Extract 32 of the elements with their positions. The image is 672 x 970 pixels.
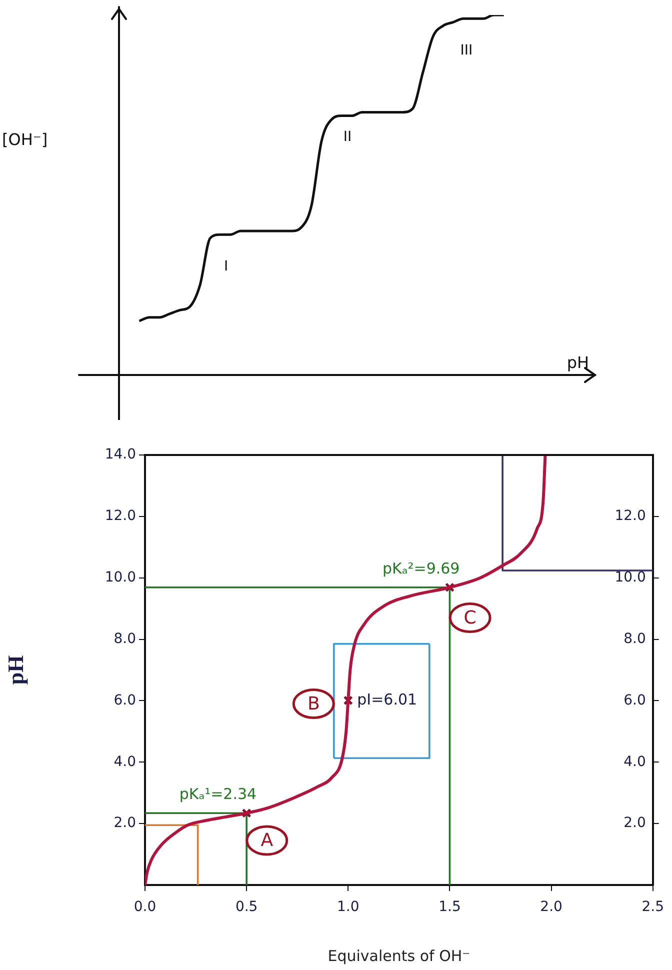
y-tick-label: 2.0 bbox=[114, 815, 136, 832]
annotation: II bbox=[343, 129, 352, 146]
x-axis-title: pH bbox=[566, 353, 589, 372]
y-tick-label: 6.0 bbox=[114, 692, 136, 708]
annotation: pKₐ²=9.69 bbox=[382, 559, 460, 578]
y2-tick-label: 8.0 bbox=[624, 630, 646, 647]
x-tick-label: 0.5 bbox=[235, 899, 258, 916]
y2-tick-label: 10.0 bbox=[614, 570, 646, 586]
y-axis-title: [OH⁻] bbox=[2, 130, 48, 150]
y-tick-label: 8.0 bbox=[114, 630, 136, 647]
annotation: A bbox=[260, 830, 274, 852]
annotation: pKₐ¹=2.34 bbox=[179, 785, 257, 804]
y-axis-title: pH bbox=[2, 655, 28, 685]
annotation: B bbox=[307, 693, 320, 714]
y2-tick-label: 12.0 bbox=[614, 508, 646, 524]
x-tick-label: 1.0 bbox=[337, 899, 360, 916]
x-axis-title: Equivalents of OH⁻ bbox=[328, 946, 470, 965]
x-tick-label: 2.5 bbox=[642, 899, 664, 916]
y2-tick-label: 2.0 bbox=[624, 815, 646, 832]
y-tick-label: 12.0 bbox=[104, 508, 136, 524]
y2-tick-label: 6.0 bbox=[624, 692, 646, 708]
y-tick-label: 4.0 bbox=[114, 754, 136, 770]
annotation: III bbox=[460, 42, 473, 59]
x-tick-label: 2.0 bbox=[540, 899, 562, 916]
y2-tick-label: 4.0 bbox=[624, 754, 646, 770]
x-tick-label: 1.5 bbox=[438, 899, 461, 916]
annotation: pI=6.01 bbox=[357, 690, 418, 708]
annotation: C bbox=[464, 607, 476, 628]
y-tick-label: 10.0 bbox=[104, 570, 136, 586]
y-tick-label: 14.0 bbox=[104, 446, 136, 463]
annotation: I bbox=[224, 258, 228, 275]
x-tick-label: 0.0 bbox=[134, 899, 156, 916]
